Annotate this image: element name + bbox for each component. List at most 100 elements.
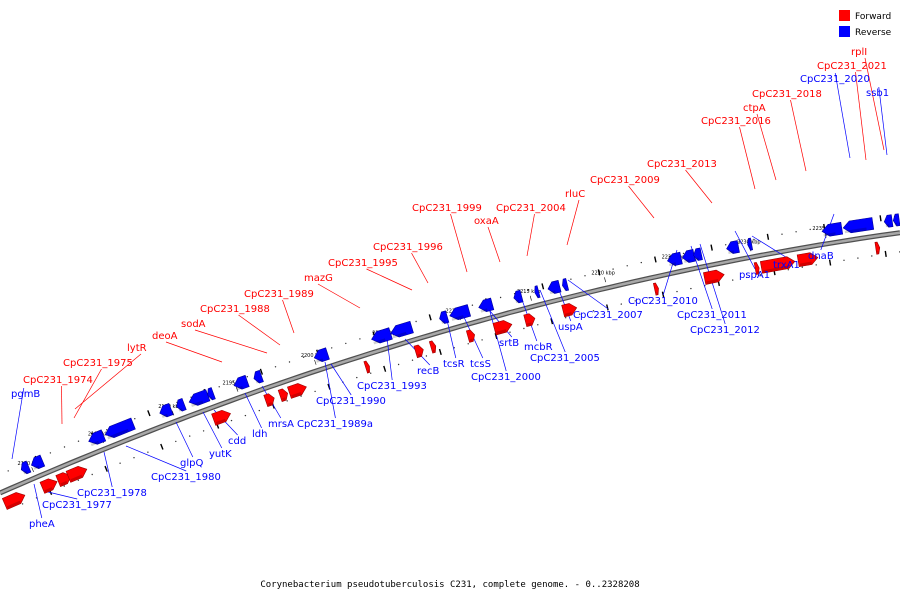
gene-label[interactable]: tcsR: [443, 359, 465, 370]
gene-label[interactable]: rplI: [851, 47, 867, 58]
gene-label[interactable]: tcsS: [470, 359, 491, 370]
forward-gene-arrow[interactable]: [465, 329, 476, 343]
forward-gene-arrow[interactable]: [277, 388, 289, 402]
gene-label[interactable]: mazG: [304, 273, 333, 284]
forward-gene-arrow[interactable]: [703, 269, 725, 285]
gene-label[interactable]: CpC231_1999: [412, 203, 482, 214]
reverse-gene-arrow[interactable]: [29, 454, 46, 471]
gene-label[interactable]: oxaA: [474, 216, 499, 227]
gene-label[interactable]: pgmB: [11, 389, 40, 400]
gene-label[interactable]: glpQ: [180, 458, 203, 469]
reverse-gene-arrow[interactable]: [175, 397, 187, 412]
gene-label[interactable]: CpC231_2004: [496, 203, 566, 214]
forward-gene-arrow[interactable]: [1, 490, 27, 510]
reverse-gene-arrow[interactable]: [547, 279, 562, 295]
forward-gene-arrow[interactable]: [652, 282, 660, 296]
forward-gene-arrow[interactable]: [523, 313, 537, 328]
gene-label[interactable]: cdd: [228, 436, 246, 447]
reverse-gene-arrow[interactable]: [370, 327, 393, 345]
reverse-gene-arrow[interactable]: [747, 237, 754, 251]
gene-label[interactable]: CpC231_2010: [628, 296, 698, 307]
forward-gene-arrow[interactable]: [363, 360, 371, 374]
gene-label[interactable]: uspA: [558, 322, 583, 333]
forward-gene-arrow[interactable]: [287, 381, 308, 399]
reverse-gene-arrow[interactable]: [883, 214, 894, 228]
reverse-gene-arrow[interactable]: [533, 285, 541, 299]
forward-gene-arrow[interactable]: [65, 464, 89, 483]
forward-gene-arrow[interactable]: [753, 262, 760, 275]
reverse-gene-arrow[interactable]: [692, 247, 703, 261]
gene-label[interactable]: CpC231_2013: [647, 159, 717, 170]
forward-gene-arrow[interactable]: [561, 302, 578, 318]
reverse-gene-arrow[interactable]: [187, 389, 211, 408]
gene-label[interactable]: CpC231_1996: [373, 242, 443, 253]
reverse-gene-arrow[interactable]: [821, 221, 844, 237]
gene-label[interactable]: CpC231_1974: [23, 375, 93, 386]
gene-label[interactable]: CpC231_2005: [530, 353, 600, 364]
gene-label[interactable]: pspA1: [739, 270, 770, 281]
gene-label[interactable]: CpC231_2020: [800, 74, 870, 85]
reverse-gene-arrow[interactable]: [666, 251, 683, 267]
gene-label[interactable]: ctpA: [743, 103, 766, 114]
gene-label[interactable]: CpC231_2009: [590, 175, 660, 186]
gene-label[interactable]: CpC231_2012: [690, 325, 760, 336]
forward-gene-arrow[interactable]: [759, 255, 796, 274]
reverse-gene-arrow[interactable]: [103, 417, 136, 440]
gene-label[interactable]: CpC231_1989: [244, 289, 314, 300]
gene-label[interactable]: srtB: [499, 338, 519, 349]
reverse-gene-arrow[interactable]: [512, 289, 524, 304]
reverse-gene-arrow[interactable]: [477, 297, 495, 313]
gene-label[interactable]: CpC231_1978: [77, 488, 147, 499]
gene-label[interactable]: CpC231_2011: [677, 310, 747, 321]
reverse-gene-arrow[interactable]: [725, 240, 740, 255]
reverse-gene-arrow[interactable]: [438, 310, 450, 325]
forward-gene-arrow[interactable]: [428, 340, 437, 354]
forward-gene-arrow[interactable]: [39, 476, 59, 494]
reverse-gene-arrow[interactable]: [312, 347, 330, 364]
reverse-gene-arrow[interactable]: [158, 402, 174, 419]
gene-label[interactable]: pheA: [29, 519, 55, 530]
gene-label[interactable]: CpC231_1995: [328, 258, 398, 269]
forward-gene-arrow[interactable]: [263, 392, 276, 408]
reverse-gene-arrow[interactable]: [232, 374, 250, 391]
gene-label[interactable]: CpC231_2016: [701, 116, 771, 127]
gene-label[interactable]: CpC231_2000: [471, 372, 541, 383]
forward-gene-arrow[interactable]: [211, 408, 233, 426]
gene-label[interactable]: CpC231_1990: [316, 396, 386, 407]
gene-label[interactable]: CpC231_1989a: [297, 419, 373, 430]
forward-gene-arrow[interactable]: [413, 344, 425, 359]
gene-label[interactable]: dnaB: [808, 251, 834, 262]
reverse-gene-arrow[interactable]: [19, 460, 32, 475]
reverse-gene-arrow[interactable]: [561, 278, 570, 292]
gene-label[interactable]: CpC231_1988: [200, 304, 270, 315]
gene-label[interactable]: CpC231_1993: [357, 381, 427, 392]
gene-label[interactable]: mcbR: [524, 342, 553, 353]
gene-label[interactable]: deoA: [152, 331, 178, 342]
gene-label[interactable]: ssb1: [866, 88, 889, 99]
reverse-gene-arrow[interactable]: [681, 249, 696, 263]
reverse-gene-arrow[interactable]: [842, 217, 875, 234]
gene-label[interactable]: lytR: [127, 343, 147, 354]
reverse-gene-arrow[interactable]: [892, 213, 900, 227]
forward-gene-arrow[interactable]: [55, 470, 74, 488]
gene-label[interactable]: recB: [417, 366, 440, 377]
forward-gene-arrow[interactable]: [874, 241, 881, 255]
gene-label[interactable]: CpC231_1975: [63, 358, 133, 369]
gene-label[interactable]: CpC231_2007: [573, 310, 643, 321]
gene-label[interactable]: CpC231_2018: [752, 89, 822, 100]
gene-label[interactable]: yutK: [209, 449, 232, 460]
reverse-gene-arrow[interactable]: [86, 429, 107, 447]
gene-label[interactable]: CpC231_2021: [817, 61, 887, 72]
gene-label[interactable]: CpC231_1977: [42, 500, 112, 511]
gene-label[interactable]: ldh: [252, 429, 267, 440]
gene-label[interactable]: mrsA: [268, 419, 294, 430]
forward-gene-arrow[interactable]: [796, 251, 819, 268]
gene-label[interactable]: sodA: [181, 319, 206, 330]
reverse-gene-arrow[interactable]: [252, 369, 264, 384]
reverse-gene-arrow[interactable]: [389, 320, 414, 339]
gene-label[interactable]: rluC: [565, 189, 585, 200]
reverse-gene-arrow[interactable]: [206, 387, 216, 401]
reverse-gene-arrow[interactable]: [448, 304, 472, 322]
gene-label[interactable]: trxA1: [773, 260, 800, 271]
gene-label[interactable]: CpC231_1980: [151, 472, 221, 483]
